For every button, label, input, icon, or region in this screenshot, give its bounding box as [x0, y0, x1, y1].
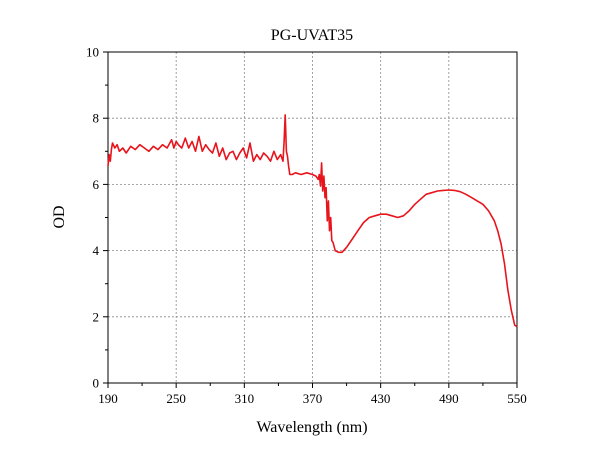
y-tick-label: 10	[86, 45, 99, 60]
y-tick-label: 4	[93, 243, 100, 258]
ticks-layer: 190 250 310 370 430 490 550 0 2 4 6 8 10	[86, 45, 527, 407]
x-tick-label: 370	[303, 391, 323, 406]
series-line-1	[107, 114, 518, 328]
x-tick-label: 550	[507, 391, 527, 406]
chart-title: PG-UVAT35	[271, 27, 353, 44]
x-tick-label: 310	[235, 391, 255, 406]
y-tick-label: 8	[93, 111, 100, 126]
x-axis-label: Wavelength (nm)	[256, 419, 367, 436]
x-tick-label: 250	[166, 391, 186, 406]
x-tick-label: 430	[371, 391, 391, 406]
grid-layer	[108, 52, 517, 383]
x-tick-label: 490	[439, 391, 459, 406]
y-tick-label: 0	[93, 376, 100, 391]
series-layer	[107, 114, 518, 328]
x-tick-label: 190	[98, 391, 118, 406]
y-tick-label: 2	[93, 309, 100, 324]
y-tick-label: 6	[93, 177, 100, 192]
y-axis-label: OD	[51, 205, 68, 228]
